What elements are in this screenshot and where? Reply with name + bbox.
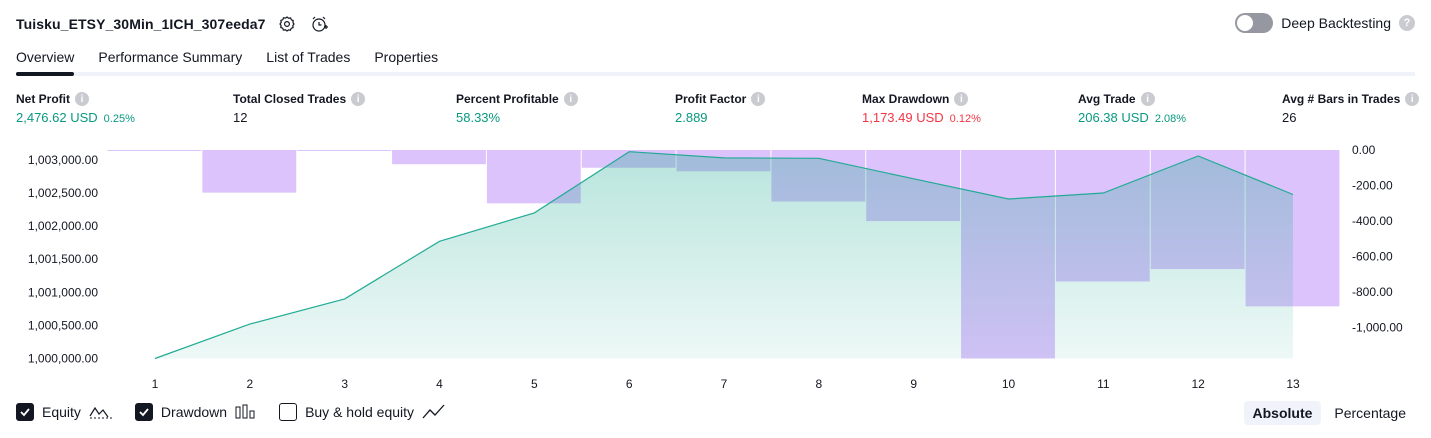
metric-label: Profit Factor — [675, 92, 747, 106]
left-axis-tick: 1,001,000.00 — [28, 285, 98, 299]
metric-percent-profitable: Percent Profitable i 58.33% — [456, 92, 578, 125]
metrics-row: Net Profit i 2,476.62 USD 0.25% Total Clos… — [16, 92, 1420, 132]
metric-value: 26 — [1282, 110, 1297, 125]
metric-total-closed-trades: Total Closed Trades i 12 — [233, 92, 366, 125]
left-axis-tick: 1,002,500.00 — [28, 186, 98, 200]
tab-properties[interactable]: Properties — [374, 49, 439, 65]
x-axis-tick: 5 — [531, 377, 538, 391]
metric-percent: 0.12% — [949, 113, 981, 125]
equity-checkbox[interactable] — [16, 403, 34, 421]
strategy-header: Tuisku_ETSY_30Min_1ICH_307eeda7 — [16, 10, 330, 38]
metric-value: 206.38 USD — [1078, 110, 1149, 125]
left-axis-tick: 1,002,000.00 — [28, 219, 98, 233]
tab-overview[interactable]: Overview — [16, 44, 75, 76]
scale-mode-toggle: Absolute Percentage — [1243, 401, 1416, 425]
drawdown-bar — [107, 150, 202, 151]
info-icon[interactable]: i — [563, 92, 578, 106]
metric-value: 2.889 — [675, 110, 708, 125]
metric-profit-factor: Profit Factor i 2.889 — [675, 92, 766, 125]
metric-value: 1,173.49 USD — [862, 110, 944, 125]
info-icon[interactable]: i — [954, 92, 969, 106]
metric-value: 2,476.62 USD — [16, 110, 98, 125]
left-axis-tick: 1,000,000.00 — [28, 352, 98, 366]
x-axis-tick: 11 — [1097, 377, 1110, 391]
right-axis-tick: -200.00 — [1352, 179, 1393, 193]
info-icon[interactable]: i — [75, 92, 89, 106]
info-icon[interactable]: i — [351, 92, 366, 106]
drawdown-bar — [297, 150, 392, 151]
metric-value: 12 — [233, 110, 248, 125]
x-axis-tick: 1 — [152, 377, 159, 391]
x-axis-tick: 10 — [1002, 377, 1016, 391]
metric-avg-bars: Avg # Bars in Trades i 26 — [1282, 92, 1420, 125]
metric-label: Avg Trade — [1078, 92, 1136, 106]
right-axis-tick: -600.00 — [1352, 250, 1393, 264]
metric-label: Avg # Bars in Trades — [1282, 92, 1401, 106]
legend-label: Drawdown — [160, 404, 228, 420]
x-axis-tick: 8 — [815, 377, 822, 391]
deep-backtesting: Deep Backtesting ? — [1235, 13, 1415, 33]
x-axis-tick: 2 — [246, 377, 253, 391]
metric-net-profit: Net Profit i 2,476.62 USD 0.25% — [16, 92, 135, 125]
right-axis-tick: -400.00 — [1352, 214, 1393, 228]
drawdown-bar — [392, 150, 486, 165]
bars-icon — [235, 404, 257, 420]
metric-value: 58.33% — [456, 110, 501, 125]
metric-max-drawdown: Max Drawdown i 1,173.49 USD 0.12% — [862, 92, 981, 125]
equity-area — [155, 151, 1293, 359]
tab-list-of-trades[interactable]: List of Trades — [266, 49, 351, 65]
right-axis-tick: -800.00 — [1352, 285, 1393, 299]
x-axis-tick: 4 — [436, 377, 443, 391]
left-axis-tick: 1,001,500.00 — [28, 252, 98, 266]
help-icon[interactable]: ? — [1399, 15, 1415, 31]
left-axis-tick: 1,000,500.00 — [28, 318, 98, 332]
legend-label: Buy & hold equity — [305, 404, 415, 420]
metric-avg-trade: Avg Trade i 206.38 USD 2.08% — [1078, 92, 1186, 125]
strategy-title: Tuisku_ETSY_30Min_1ICH_307eeda7 — [16, 16, 266, 32]
x-axis-tick: 13 — [1286, 377, 1300, 391]
metric-label: Total Closed Trades — [233, 92, 347, 106]
equity-line-icon — [89, 404, 113, 420]
equity-drawdown-chart: 1,003,000.00 1,002,500.00 1,002,000.00 1,00… — [28, 143, 1403, 391]
metric-percent: 0.25% — [103, 113, 135, 125]
x-axis-tick: 3 — [341, 377, 348, 391]
chart-legend: Equity Drawdown Buy & hold equity — [16, 403, 468, 421]
metric-label: Max Drawdown — [862, 92, 950, 106]
deep-backtesting-label: Deep Backtesting — [1281, 15, 1391, 31]
metric-label: Net Profit — [16, 92, 70, 106]
add-alert-icon[interactable] — [308, 13, 330, 35]
info-icon[interactable]: i — [1405, 92, 1420, 106]
x-axis-tick: 12 — [1191, 377, 1205, 391]
metric-percent: 2.08% — [1154, 113, 1187, 125]
buy-hold-checkbox[interactable] — [279, 403, 298, 421]
legend-buy-hold[interactable]: Buy & hold equity — [279, 403, 446, 421]
gear-icon[interactable] — [276, 13, 298, 35]
right-axis-tick: -1,000.00 — [1352, 321, 1403, 335]
absolute-button[interactable]: Absolute — [1243, 401, 1322, 425]
legend-label: Equity — [42, 404, 81, 420]
info-icon[interactable]: i — [751, 92, 766, 106]
drawdown-checkbox[interactable] — [134, 403, 153, 421]
tab-bar: Overview Performance Summary List of Tra… — [16, 44, 1415, 76]
x-axis-tick: 7 — [721, 377, 728, 391]
metric-label: Percent Profitable — [456, 92, 559, 106]
right-axis-tick: 0.00 — [1352, 143, 1376, 157]
info-icon[interactable]: i — [1140, 92, 1155, 106]
drawdown-bar — [202, 150, 297, 193]
percentage-button[interactable]: Percentage — [1334, 405, 1406, 421]
legend-drawdown[interactable]: Drawdown — [134, 403, 257, 421]
x-axis-tick: 6 — [626, 377, 633, 391]
left-axis-tick: 1,003,000.00 — [28, 153, 98, 167]
legend-equity[interactable]: Equity — [16, 403, 113, 421]
x-axis-tick: 9 — [910, 377, 917, 391]
deep-backtesting-toggle[interactable] — [1235, 13, 1274, 33]
tab-performance-summary[interactable]: Performance Summary — [98, 49, 243, 65]
trend-line-icon — [422, 404, 446, 420]
